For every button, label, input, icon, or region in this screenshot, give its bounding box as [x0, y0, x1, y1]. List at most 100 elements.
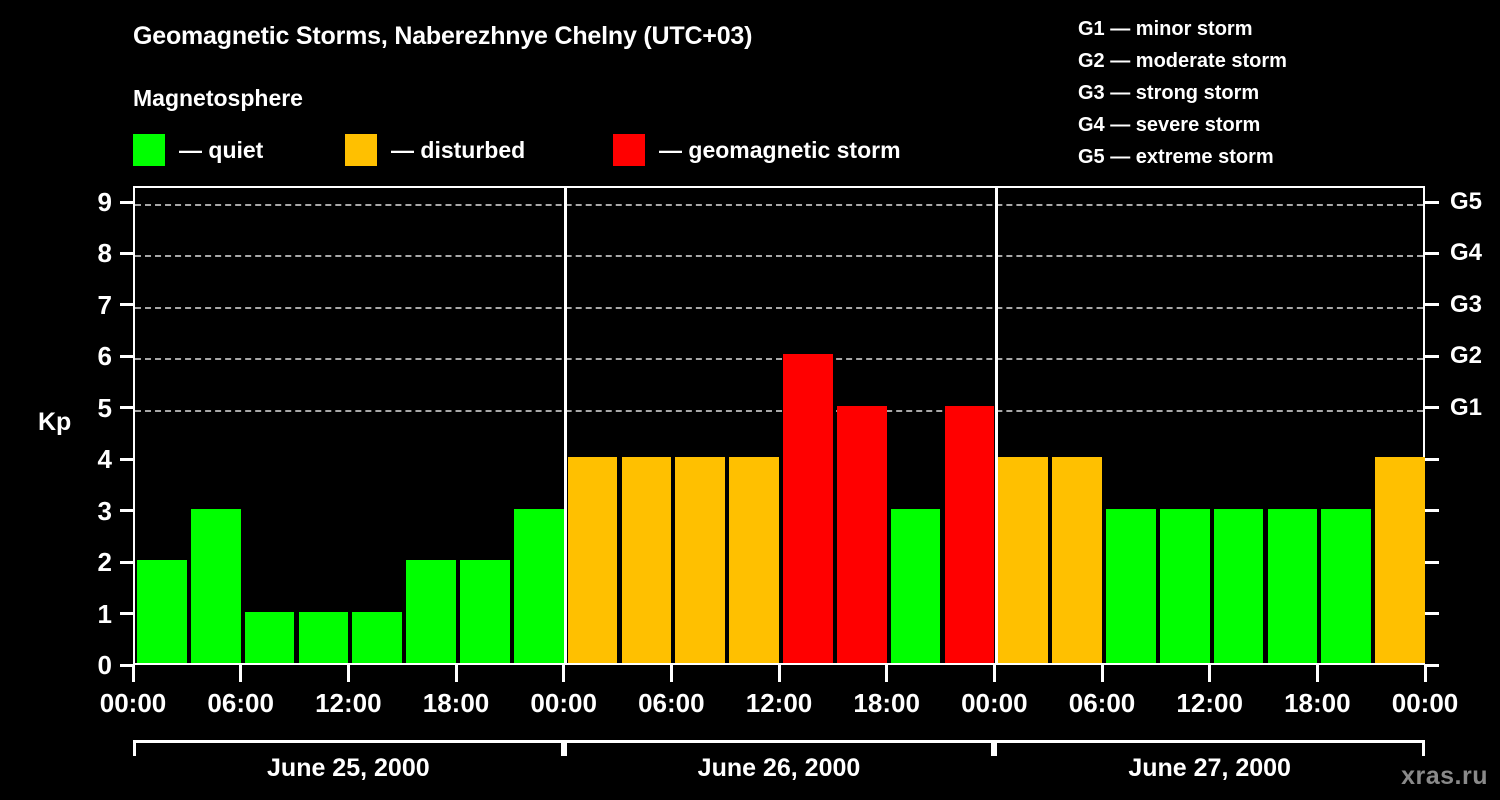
bar — [406, 560, 456, 663]
y-tick-mark-9 — [120, 200, 133, 204]
gscale-row-g5: G5 — extreme storm — [1078, 146, 1274, 168]
legend-entry-quiet: — quiet — [133, 134, 263, 166]
gridline-kp-5 — [135, 409, 1423, 412]
bar — [1159, 508, 1210, 663]
date-bracket-1 — [563, 740, 995, 756]
bar — [836, 405, 887, 663]
x-tick-label-9: 06:00 — [1068, 688, 1136, 718]
y-tick-mark-8 — [120, 251, 133, 255]
x-tick-mark-18 — [1100, 665, 1104, 682]
bar — [190, 508, 241, 663]
bar — [998, 457, 1049, 663]
gscale-row-g1: G1 — minor storm — [1078, 18, 1253, 40]
x-tick-label-2: 12:00 — [315, 688, 382, 718]
g-tick-mark-g5 — [1425, 200, 1439, 204]
bar — [729, 457, 779, 663]
x-tick-mark-10 — [669, 665, 673, 682]
day-divider — [994, 188, 998, 663]
watermark: xras.ru — [1401, 762, 1488, 790]
gridline-kp-9 — [135, 204, 1423, 206]
gscale-row-g4: G4 — severe storm — [1078, 114, 1261, 136]
y-tick-mark-5 — [120, 406, 133, 410]
g-tick-mark-g4 — [1425, 251, 1439, 255]
legend-label-geomagnetic-storm: — geomagnetic storm — [659, 136, 901, 163]
bar — [783, 354, 833, 663]
plot-frame — [133, 186, 1425, 665]
right-minor-tick-0 — [1425, 663, 1439, 667]
bar — [944, 405, 995, 663]
x-tick-mark-6 — [454, 665, 458, 682]
plot-area — [135, 188, 1425, 663]
gscale-row-g3: G3 — strong storm — [1078, 82, 1260, 104]
x-tick-mark-4 — [346, 665, 350, 682]
x-tick-label-0: 00:00 — [99, 688, 167, 718]
y-axis-title: Kp — [38, 408, 72, 436]
bar — [513, 508, 564, 663]
bar — [1321, 508, 1372, 663]
bar — [460, 560, 510, 663]
gridline-kp-7 — [135, 306, 1423, 309]
x-tick-mark-2 — [239, 665, 243, 682]
legend-label-disturbed: — disturbed — [391, 136, 526, 163]
x-tick-label-11: 18:00 — [1284, 688, 1351, 718]
date-bracket-2 — [994, 740, 1425, 756]
right-minor-tick-2 — [1425, 560, 1439, 564]
x-tick-mark-14 — [885, 665, 889, 682]
x-tick-label-1: 06:00 — [207, 688, 274, 718]
y-tick-mark-4 — [120, 457, 133, 461]
day-divider — [564, 188, 568, 663]
bar — [137, 560, 187, 663]
x-tick-mark-8 — [562, 665, 566, 682]
bar — [352, 611, 403, 663]
y-tick-mark-1 — [120, 612, 133, 616]
bar — [1213, 508, 1264, 663]
x-tick-mark-22 — [1315, 665, 1319, 682]
x-tick-mark-20 — [1208, 665, 1212, 682]
bar — [1106, 508, 1156, 663]
legend-swatch-disturbed-icon — [345, 134, 377, 166]
bar — [567, 457, 618, 663]
x-tick-label-10: 12:00 — [1176, 688, 1243, 718]
g-tick-mark-g2 — [1425, 354, 1439, 358]
y-tick-mark-6 — [120, 354, 133, 358]
date-label-2: June 27, 2000 — [1128, 754, 1291, 782]
page-title: Geomagnetic Storms, Naberezhnye Chelny (… — [133, 22, 753, 50]
x-tick-mark-24 — [1423, 665, 1427, 682]
x-tick-label-6: 12:00 — [745, 688, 813, 718]
bar — [675, 457, 726, 663]
gscale-legend: G1 — minor storm G2 — moderate storm G3 — … — [1078, 13, 1287, 173]
x-tick-label-4: 00:00 — [530, 688, 597, 718]
x-tick-label-3: 18:00 — [422, 688, 490, 718]
y-tick-mark-3 — [120, 509, 133, 513]
bar — [244, 611, 295, 663]
legend-entry-geomagnetic-storm: — geomagnetic storm — [613, 134, 901, 166]
legend-label-quiet: — quiet — [179, 136, 264, 163]
g-tick-mark-g3 — [1425, 303, 1439, 307]
legend-swatch-quiet-icon — [133, 134, 165, 166]
x-tick-mark-0 — [131, 665, 135, 682]
bar — [621, 457, 672, 663]
x-tick-label-7: 18:00 — [853, 688, 920, 718]
right-minor-tick-3 — [1425, 509, 1439, 513]
bar — [1375, 457, 1425, 663]
x-tick-mark-12 — [777, 665, 781, 682]
bar — [1052, 457, 1102, 663]
x-tick-label-8: 00:00 — [961, 688, 1028, 718]
y-tick-mark-7 — [120, 303, 133, 307]
legend-entry-disturbed: — disturbed — [345, 134, 525, 166]
bar — [890, 508, 941, 663]
g-tick-mark-g1 — [1425, 406, 1439, 410]
x-tick-label-5: 06:00 — [638, 688, 705, 718]
date-bracket-0 — [133, 740, 564, 756]
magnetosphere-label: Magnetosphere — [133, 85, 303, 111]
x-tick-label-12: 00:00 — [1391, 688, 1459, 718]
legend-swatch-geomagnetic-storm-icon — [613, 134, 645, 166]
gscale-row-g2: G2 — moderate storm — [1078, 50, 1287, 72]
x-tick-mark-16 — [992, 665, 996, 682]
bar — [1267, 508, 1318, 663]
date-label-1: June 26, 2000 — [697, 754, 861, 782]
gridline-kp-8 — [135, 255, 1423, 258]
right-minor-tick-1 — [1425, 612, 1439, 616]
bar — [298, 611, 349, 663]
gridline-kp-6 — [135, 358, 1423, 361]
